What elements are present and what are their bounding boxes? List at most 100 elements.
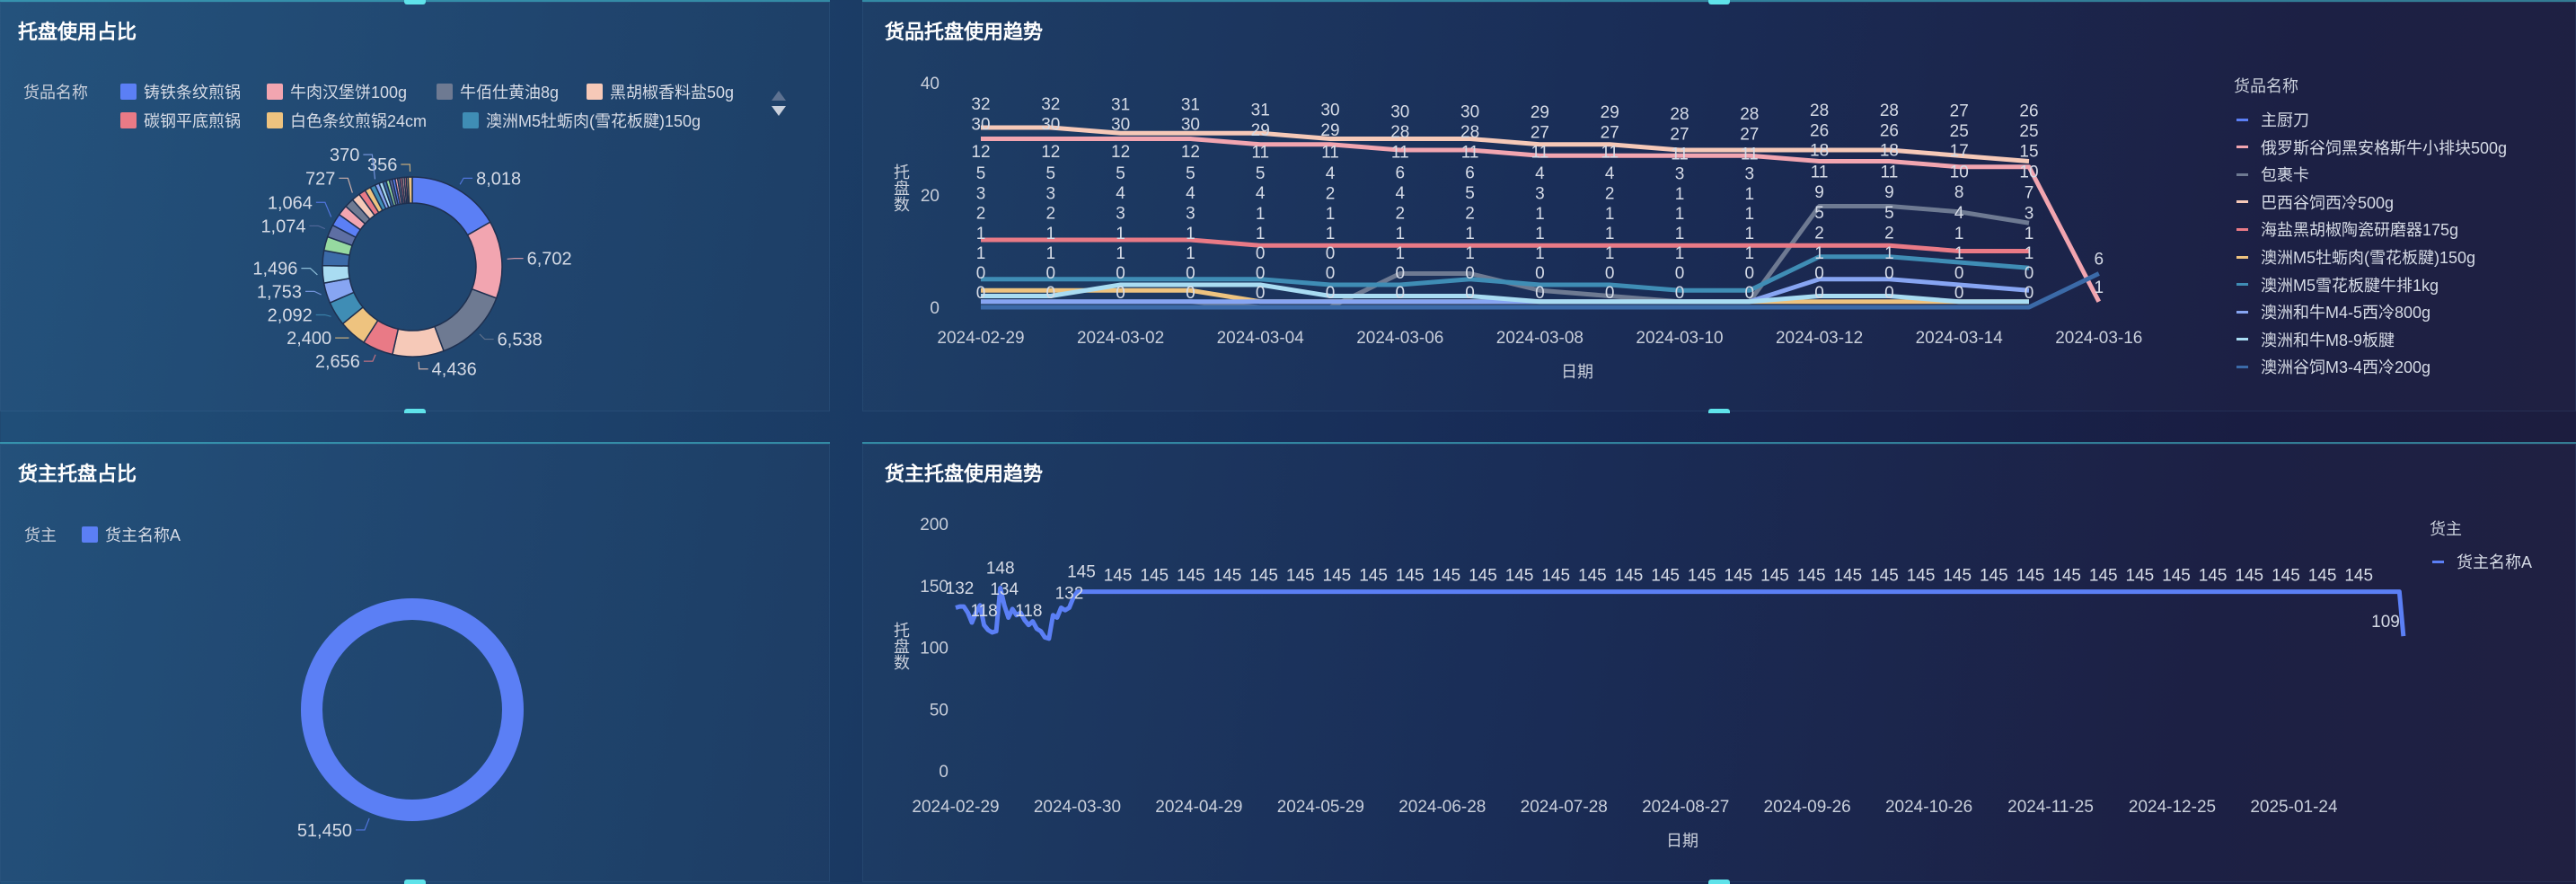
data-label: 145	[1432, 567, 1460, 586]
data-label: 27	[1740, 125, 1759, 144]
data-label: 1	[1954, 244, 1964, 263]
data-label: 145	[1140, 567, 1169, 586]
x-tick-label: 2024-12-25	[2129, 798, 2216, 817]
label-leader-line	[507, 259, 524, 260]
y-tick-label: 40	[921, 75, 940, 93]
data-label: 3	[976, 184, 986, 203]
x-tick-label: 2024-07-28	[1521, 798, 1608, 817]
x-tick-label: 2024-03-30	[1034, 798, 1121, 817]
data-label: 9	[1814, 183, 1824, 202]
data-label: 5	[1884, 204, 1894, 223]
data-label: 145	[2272, 567, 2300, 586]
y-tick-label: 50	[930, 701, 948, 720]
data-label: 2	[1046, 205, 1056, 224]
data-label: 1	[1605, 205, 1615, 224]
data-label: 145	[1541, 567, 1570, 586]
data-label: 10	[2019, 164, 2038, 182]
data-label: 30	[1390, 103, 1409, 122]
data-label: 0	[1256, 264, 1266, 283]
data-label: 134	[990, 580, 1019, 599]
data-label: 1	[1605, 244, 1615, 263]
data-label: 27	[1601, 123, 1619, 142]
series-line	[956, 588, 2404, 639]
x-tick-label: 2024-10-26	[1885, 798, 1972, 817]
data-label: 2	[976, 205, 986, 224]
data-label: 25	[1950, 122, 1969, 141]
data-label: 30	[971, 116, 990, 135]
data-label: 145	[1870, 567, 1899, 586]
data-label: 0	[1326, 244, 1336, 263]
data-label: 2	[1884, 225, 1894, 243]
data-label: 145	[1760, 567, 1789, 586]
data-label: 1	[1116, 225, 1125, 243]
data-label: 31	[1181, 95, 1200, 114]
data-label: 2	[1814, 225, 1824, 243]
x-tick-label: 2024-03-14	[1916, 329, 2004, 348]
data-label: 0	[976, 264, 986, 283]
data-label: 1	[1954, 225, 1964, 243]
slice-label: 370	[330, 146, 359, 165]
data-label: 1	[1396, 244, 1406, 263]
data-label: 1	[1116, 244, 1125, 263]
data-label: 0	[2025, 284, 2034, 303]
data-label: 30	[1041, 116, 1060, 135]
data-label: 1	[1046, 225, 1056, 243]
data-label: 11	[1881, 163, 1899, 181]
data-label: 145	[1067, 563, 1096, 582]
data-label: 32	[971, 95, 990, 114]
data-label: 0	[1256, 284, 1266, 303]
slice-label: 2,400	[287, 329, 331, 349]
data-label: 2	[1465, 205, 1475, 224]
data-label: 148	[986, 560, 1015, 579]
data-label: 145	[1688, 567, 1716, 586]
data-label: 0	[1884, 284, 1894, 303]
data-label: 2	[1605, 185, 1615, 204]
slice-label: 4,436	[432, 360, 477, 380]
x-tick-label: 2024-03-06	[1356, 329, 1443, 348]
data-label: 30	[1181, 116, 1200, 135]
data-label: 17	[1950, 142, 1969, 161]
data-label: 11	[1671, 145, 1689, 164]
slice-label: 6,538	[498, 331, 543, 350]
label-leader-line	[316, 314, 331, 316]
data-label: 1	[976, 244, 986, 263]
data-label: 118	[970, 602, 997, 621]
x-tick-label: 2025-01-24	[2250, 798, 2338, 817]
data-label: 1	[1326, 205, 1336, 224]
data-label: 12	[1181, 143, 1200, 162]
data-label: 29	[1251, 121, 1270, 140]
data-label: 8	[1954, 183, 1964, 202]
slice-label: 356	[367, 155, 397, 175]
data-label: 5	[1465, 184, 1475, 203]
x-tick-label: 2024-03-02	[1077, 329, 1164, 348]
label-leader-line	[401, 164, 410, 172]
data-label: 27	[1531, 123, 1549, 142]
data-label: 1	[2095, 278, 2104, 297]
data-label: 145	[2308, 567, 2337, 586]
data-label: 1	[1675, 244, 1685, 263]
data-label: 145	[1396, 567, 1425, 586]
data-label: 11	[1811, 163, 1829, 181]
data-label: 0	[1605, 284, 1615, 303]
data-label: 1	[1256, 225, 1266, 243]
data-label: 145	[2162, 567, 2191, 586]
data-label: 1	[2025, 244, 2034, 263]
data-label: 27	[1670, 125, 1689, 144]
data-label: 145	[1505, 567, 1534, 586]
label-leader-line	[364, 355, 375, 361]
y-tick-label: 200	[920, 516, 948, 535]
data-label: 29	[1531, 103, 1549, 122]
data-label: 145	[1359, 567, 1388, 586]
data-label: 0	[1326, 284, 1336, 303]
data-label: 132	[1055, 585, 1084, 604]
data-label: 145	[1469, 567, 1497, 586]
data-label: 145	[2016, 567, 2045, 586]
data-label: 145	[1249, 567, 1278, 586]
data-label: 0	[1675, 284, 1685, 303]
slice-label: 51,450	[297, 821, 352, 841]
y-tick-label: 0	[939, 763, 948, 782]
data-label: 28	[1670, 105, 1689, 124]
data-label: 29	[1601, 103, 1619, 122]
data-label: 4	[1256, 184, 1266, 203]
